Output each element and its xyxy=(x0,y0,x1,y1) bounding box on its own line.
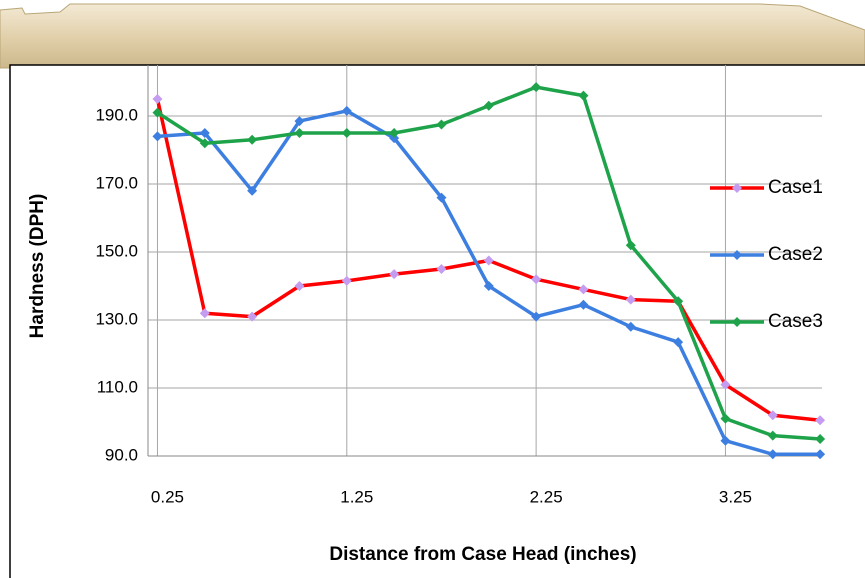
data-point xyxy=(578,284,589,295)
data-point xyxy=(341,128,352,138)
x-tick-label: 3.25 xyxy=(719,487,752,506)
data-point xyxy=(341,275,352,286)
data-point xyxy=(199,308,210,319)
data-point xyxy=(815,434,826,444)
data-point xyxy=(247,311,258,322)
data-point xyxy=(720,379,731,390)
data-point xyxy=(199,128,210,138)
data-point xyxy=(815,449,826,460)
data-point xyxy=(578,90,589,101)
legend-marker xyxy=(732,250,742,260)
data-point xyxy=(531,274,542,285)
data-point xyxy=(247,185,258,196)
y-tick-label: 190.0 xyxy=(95,105,138,124)
data-point xyxy=(625,321,636,332)
y-tick-label: 110.0 xyxy=(97,377,138,396)
data-point xyxy=(152,107,163,118)
legend-marker xyxy=(732,183,742,193)
data-point xyxy=(531,311,542,322)
data-point xyxy=(673,337,684,348)
y-tick-label: 130.0 xyxy=(95,309,138,328)
data-point xyxy=(247,134,258,145)
data-point xyxy=(436,264,447,274)
x-tick-label: 0.25 xyxy=(151,487,184,506)
data-point xyxy=(531,82,542,93)
data-point xyxy=(389,133,400,144)
data-point xyxy=(294,128,305,138)
y-tick-label: 90.0 xyxy=(105,445,138,464)
data-point xyxy=(767,410,778,421)
data-point xyxy=(625,240,636,251)
data-point xyxy=(767,430,778,441)
data-point xyxy=(294,281,305,291)
data-point xyxy=(199,138,210,149)
legend-label: Case1 xyxy=(768,177,823,198)
data-point xyxy=(483,255,494,266)
data-point xyxy=(152,131,163,142)
data-point xyxy=(767,449,778,460)
data-point xyxy=(483,100,494,111)
x-axis-title: Distance from Case Head (inches) xyxy=(329,544,636,565)
data-point xyxy=(815,415,826,426)
data-point xyxy=(389,128,400,138)
legend-label: Case3 xyxy=(768,311,823,332)
data-point xyxy=(436,119,447,130)
data-point xyxy=(720,413,731,424)
data-point xyxy=(436,192,447,203)
data-point xyxy=(389,269,400,280)
legend-marker xyxy=(732,317,742,327)
data-point xyxy=(625,294,636,305)
data-point xyxy=(578,299,589,310)
legend-label: Case2 xyxy=(768,244,823,265)
cartridge-case xyxy=(0,3,865,69)
y-tick-label: 150.0 xyxy=(95,241,138,260)
data-point xyxy=(720,435,731,446)
y-tick-label: 170.0 xyxy=(95,173,138,192)
data-point xyxy=(483,281,494,291)
data-point xyxy=(673,296,684,307)
x-tick-label: 1.25 xyxy=(340,487,373,506)
data-point xyxy=(152,94,163,104)
x-tick-label: 2.25 xyxy=(530,487,563,506)
data-point xyxy=(294,116,305,127)
data-point xyxy=(341,105,352,116)
y-axis-title: Hardness (DPH) xyxy=(27,194,48,339)
